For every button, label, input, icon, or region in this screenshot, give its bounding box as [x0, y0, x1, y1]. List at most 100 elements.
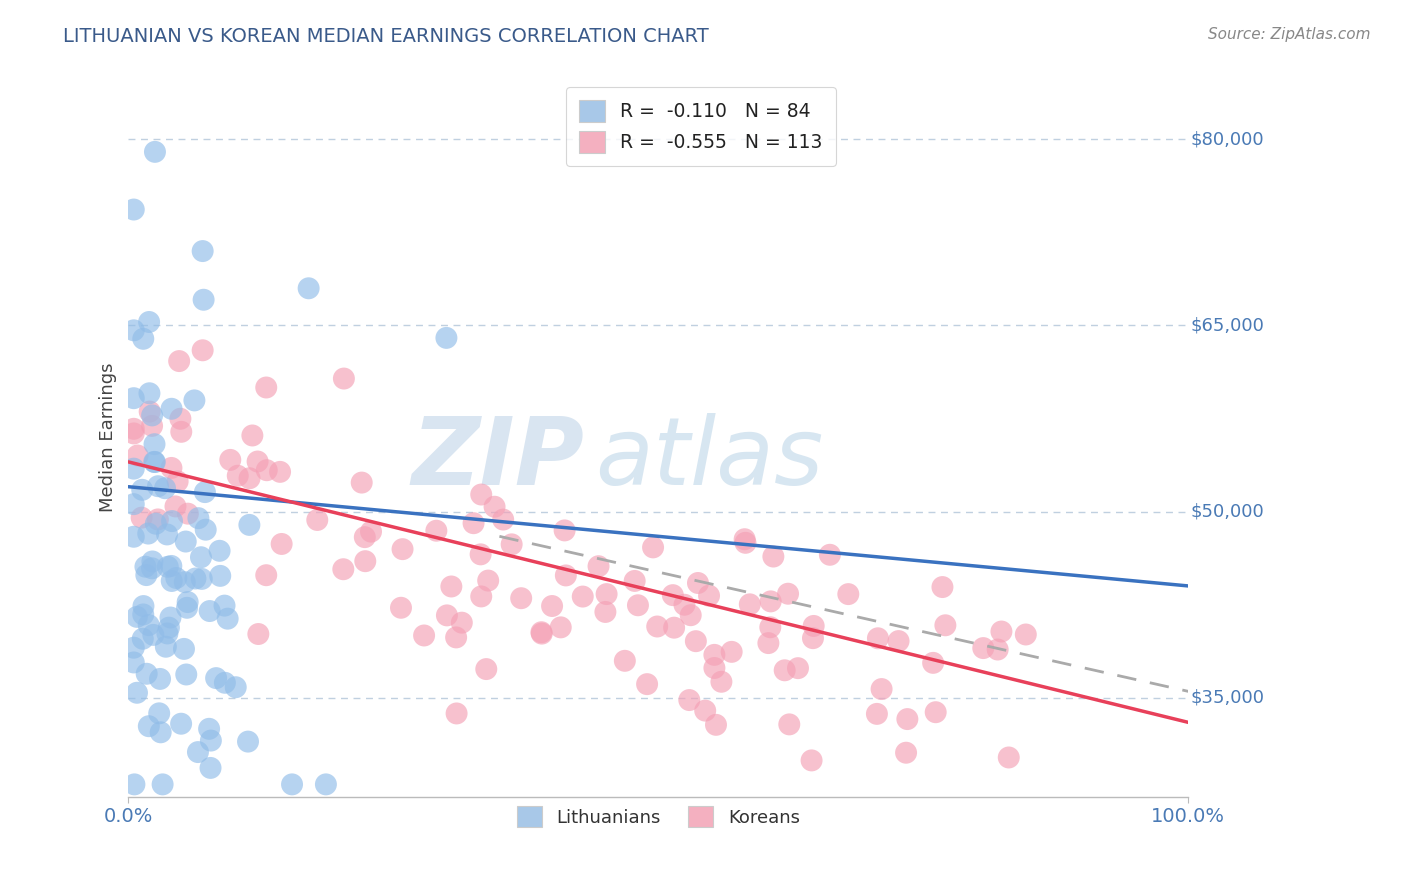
Point	[484, 500, 506, 514]
Point	[595, 587, 617, 601]
Point	[673, 598, 696, 612]
Point	[436, 331, 458, 345]
Point	[136, 526, 159, 541]
Point	[554, 568, 576, 582]
Point	[613, 654, 636, 668]
Point	[595, 605, 617, 619]
Point	[190, 550, 212, 565]
Point	[200, 761, 222, 775]
Point	[193, 293, 215, 307]
Point	[246, 454, 269, 468]
Point	[160, 558, 183, 573]
Point	[678, 693, 700, 707]
Point	[138, 386, 160, 401]
Point	[588, 559, 610, 574]
Point	[685, 634, 707, 648]
Point	[866, 632, 889, 646]
Point	[734, 533, 756, 547]
Point	[866, 706, 889, 721]
Point	[641, 541, 664, 555]
Point	[184, 572, 207, 586]
Point	[194, 523, 217, 537]
Point	[1015, 627, 1038, 641]
Point	[205, 671, 228, 685]
Point	[132, 599, 155, 613]
Point	[389, 600, 412, 615]
Point	[477, 574, 499, 588]
Point	[787, 661, 810, 675]
Point	[198, 604, 221, 618]
Point	[149, 725, 172, 739]
Point	[776, 587, 799, 601]
Point	[173, 641, 195, 656]
Point	[470, 487, 492, 501]
Point	[138, 719, 160, 733]
Point	[686, 576, 709, 591]
Point	[122, 426, 145, 441]
Point	[160, 461, 183, 475]
Point	[142, 628, 165, 642]
Point	[160, 401, 183, 416]
Point	[734, 536, 756, 550]
Point	[177, 507, 200, 521]
Point	[922, 656, 945, 670]
Point	[125, 610, 148, 624]
Point	[972, 641, 994, 656]
Point	[541, 599, 564, 613]
Point	[122, 422, 145, 436]
Point	[333, 371, 356, 385]
Point	[156, 626, 179, 640]
Point	[187, 511, 209, 525]
Point	[470, 547, 492, 561]
Point	[738, 598, 761, 612]
Point	[704, 718, 727, 732]
Point	[208, 544, 231, 558]
Point	[122, 461, 145, 475]
Point	[217, 612, 239, 626]
Point	[214, 675, 236, 690]
Point	[501, 537, 523, 551]
Point	[214, 599, 236, 613]
Point	[134, 559, 156, 574]
Point	[138, 404, 160, 418]
Point	[571, 590, 593, 604]
Point	[238, 471, 260, 485]
Point	[124, 777, 146, 791]
Point	[238, 517, 260, 532]
Point	[132, 332, 155, 346]
Point	[554, 524, 576, 538]
Point	[550, 620, 572, 634]
Point	[146, 479, 169, 493]
Point	[149, 672, 172, 686]
Point	[143, 455, 166, 469]
Point	[141, 554, 163, 568]
Point	[758, 636, 780, 650]
Point	[492, 512, 515, 526]
Point	[191, 244, 214, 258]
Point	[167, 354, 190, 368]
Point	[160, 514, 183, 528]
Point	[143, 145, 166, 159]
Point	[281, 777, 304, 791]
Point	[800, 753, 823, 767]
Point	[269, 465, 291, 479]
Point	[170, 716, 193, 731]
Point	[122, 391, 145, 405]
Text: atlas: atlas	[595, 413, 823, 504]
Point	[645, 619, 668, 633]
Point	[143, 455, 166, 469]
Point	[695, 704, 717, 718]
Point	[173, 575, 195, 590]
Point	[773, 663, 796, 677]
Point	[156, 527, 179, 541]
Point	[183, 393, 205, 408]
Text: $65,000: $65,000	[1191, 317, 1264, 334]
Point	[446, 706, 468, 721]
Point	[169, 411, 191, 425]
Point	[425, 524, 447, 538]
Point	[122, 530, 145, 544]
Point	[165, 571, 187, 585]
Point	[157, 621, 180, 635]
Text: ZIP: ZIP	[412, 413, 583, 505]
Point	[165, 500, 187, 514]
